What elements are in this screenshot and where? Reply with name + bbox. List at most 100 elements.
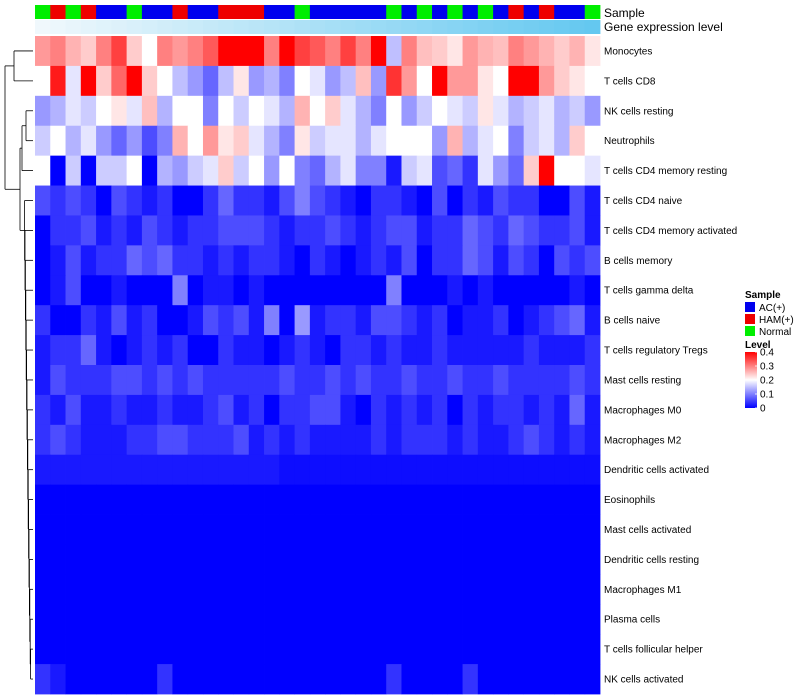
heatmap-cell bbox=[462, 454, 479, 486]
heatmap-cell bbox=[477, 454, 494, 486]
heatmap-cell bbox=[462, 664, 479, 695]
heatmap-cell bbox=[126, 574, 143, 605]
heatmap-cell bbox=[111, 604, 128, 635]
heatmap-cell bbox=[432, 155, 448, 186]
heatmap-cell bbox=[35, 185, 51, 216]
heatmap-cell bbox=[157, 95, 173, 127]
legend-sample-swatch bbox=[745, 314, 755, 324]
heatmap-cell bbox=[447, 185, 463, 216]
gene-expression-cell bbox=[218, 20, 234, 34]
heatmap-cell bbox=[325, 275, 341, 306]
row-label: Dendritic cells resting bbox=[604, 555, 699, 566]
row-label: Mast cells resting bbox=[604, 375, 681, 386]
heatmap-cell bbox=[325, 454, 341, 486]
heatmap-cell bbox=[355, 335, 372, 366]
heatmap-cell bbox=[508, 335, 525, 366]
heatmap-cell bbox=[80, 544, 97, 575]
heatmap-cell bbox=[386, 544, 402, 575]
heatmap-cell bbox=[248, 305, 265, 336]
legend-level-tick-label: 0.2 bbox=[760, 376, 774, 387]
heatmap-cell bbox=[233, 125, 250, 157]
heatmap-cell bbox=[386, 664, 402, 695]
heatmap-cell bbox=[416, 275, 433, 306]
heatmap-cell bbox=[172, 574, 189, 605]
heatmap-cell bbox=[294, 544, 311, 575]
heatmap-cell bbox=[172, 664, 189, 695]
heatmap-cell bbox=[248, 574, 265, 605]
heatmap-cell bbox=[340, 245, 357, 276]
heatmap-cell bbox=[172, 335, 189, 366]
heatmap-cell bbox=[309, 394, 326, 426]
heatmap-cell bbox=[111, 394, 128, 426]
heatmap-cell bbox=[279, 454, 295, 486]
heatmap-cell bbox=[416, 544, 433, 575]
sample-annotation-cell bbox=[584, 5, 601, 19]
heatmap-cell bbox=[35, 155, 51, 186]
heatmap-cell bbox=[294, 155, 311, 186]
heatmap-cell bbox=[248, 95, 265, 127]
heatmap-cell bbox=[477, 155, 494, 186]
row-label: Plasma cells bbox=[604, 615, 660, 626]
sample-annotation-cell bbox=[65, 5, 82, 19]
heatmap-cell bbox=[50, 664, 66, 695]
heatmap-cell bbox=[584, 36, 601, 67]
heatmap-cell bbox=[233, 95, 250, 127]
heatmap-cell bbox=[264, 125, 280, 157]
heatmap-cell bbox=[233, 245, 250, 276]
heatmap-cell bbox=[554, 155, 570, 186]
heatmap-cell bbox=[264, 305, 280, 336]
heatmap-cell bbox=[447, 664, 463, 695]
heatmap-cell bbox=[157, 484, 173, 515]
heatmap-cell bbox=[340, 155, 357, 186]
heatmap-cell bbox=[187, 245, 204, 276]
heatmap-cell bbox=[386, 305, 402, 336]
heatmap-cell bbox=[233, 664, 250, 695]
heatmap-cell bbox=[187, 454, 204, 486]
heatmap-cell bbox=[264, 65, 280, 97]
heatmap-cell bbox=[462, 484, 479, 515]
heatmap-cell bbox=[172, 185, 189, 216]
heatmap-cell bbox=[462, 36, 479, 67]
heatmap-cell bbox=[309, 275, 326, 306]
heatmap-cell bbox=[538, 544, 555, 575]
heatmap-cell bbox=[538, 125, 555, 157]
heatmap-cell bbox=[65, 305, 82, 336]
heatmap-cell bbox=[401, 394, 418, 426]
heatmap-cell bbox=[141, 335, 158, 366]
row-label: Monocytes bbox=[604, 46, 652, 57]
heatmap-cell bbox=[447, 484, 463, 515]
heatmap-cell bbox=[538, 514, 555, 545]
heatmap-cell bbox=[279, 95, 295, 127]
heatmap-cell bbox=[538, 574, 555, 605]
heatmap-cell bbox=[264, 634, 280, 665]
heatmap-cell bbox=[325, 245, 341, 276]
heatmap-cell bbox=[370, 155, 387, 186]
heatmap-cell bbox=[416, 215, 433, 246]
heatmap-cell bbox=[401, 484, 418, 515]
heatmap-cell bbox=[401, 335, 418, 366]
sample-annotation-cell bbox=[50, 5, 66, 19]
heatmap-cell bbox=[447, 275, 463, 306]
legend-level-tick-label: 0.4 bbox=[760, 348, 774, 359]
heatmap-cell bbox=[340, 664, 357, 695]
gene-expression-cell bbox=[65, 20, 82, 34]
heatmap-cell bbox=[401, 215, 418, 246]
heatmap-cell bbox=[432, 514, 448, 545]
heatmap-cell bbox=[370, 125, 387, 157]
sample-annotation-cell bbox=[386, 5, 402, 19]
heatmap-cell bbox=[584, 394, 601, 426]
heatmap-cell bbox=[202, 365, 219, 396]
heatmap-cell bbox=[325, 305, 341, 336]
heatmap-cell bbox=[111, 484, 128, 515]
heatmap-cell bbox=[65, 95, 82, 127]
heatmap-cell bbox=[96, 215, 112, 246]
heatmap-cell bbox=[157, 394, 173, 426]
heatmap-cell bbox=[416, 664, 433, 695]
heatmap-cell bbox=[340, 95, 357, 127]
heatmap-cell bbox=[325, 394, 341, 426]
sample-annotation-cell bbox=[355, 5, 372, 19]
heatmap-cell bbox=[538, 185, 555, 216]
gene-expression-cell bbox=[279, 20, 295, 34]
heatmap-cell bbox=[401, 95, 418, 127]
heatmap-cell bbox=[50, 305, 66, 336]
